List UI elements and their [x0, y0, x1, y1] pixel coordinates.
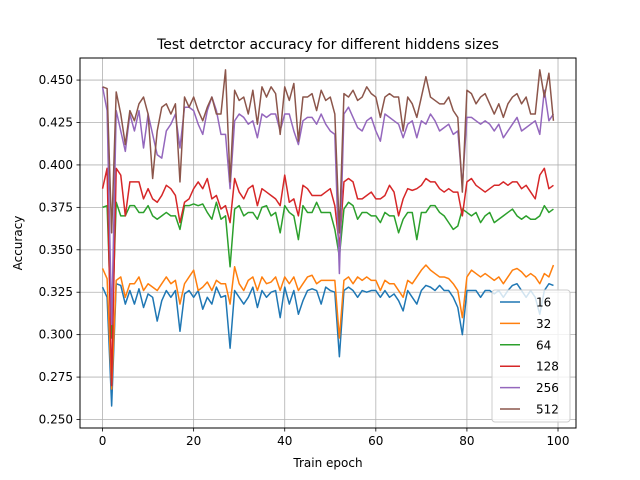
plot-area-frame: [79, 57, 577, 429]
x-tick-label: 60: [368, 434, 383, 448]
x-tick-label: 100: [547, 434, 570, 448]
x-axis-label: Train epoch: [292, 456, 362, 470]
legend-label-32: 32: [536, 317, 551, 331]
plot-lines: [101, 69, 555, 407]
legend-label-128: 128: [536, 360, 559, 374]
y-axis-label: Accuracy: [11, 216, 25, 271]
legend-label-64: 64: [536, 338, 551, 352]
y-tick-label: 0.325: [39, 285, 73, 299]
x-tick-label: 0: [99, 434, 107, 448]
x-tick-label: 80: [459, 434, 474, 448]
legend-label-512: 512: [536, 403, 559, 417]
y-tick-label: 0.450: [39, 73, 73, 87]
series-line-16: [101, 282, 554, 407]
y-axis-ticks: 0.250 0.275 0.300 0.325 0.350 0.375 0.400 0.425…: [39, 73, 80, 427]
x-tick-label: 20: [186, 434, 201, 448]
y-tick-label: 0.350: [39, 243, 73, 257]
series-line-128: [101, 167, 554, 387]
y-tick-label: 0.300: [39, 328, 73, 342]
x-tick-label: 40: [277, 434, 292, 448]
legend-label-256: 256: [536, 381, 559, 395]
y-tick-label: 0.425: [39, 115, 73, 129]
series-line-32: [101, 264, 555, 390]
y-tick-label: 0.250: [39, 413, 73, 427]
chart-title: Test detrctor accuracy for different hid…: [156, 37, 499, 53]
y-tick-label: 0.400: [39, 158, 73, 172]
x-axis-ticks: 0 20 40 60 80 100: [99, 428, 570, 448]
y-tick-label: 0.375: [39, 200, 73, 214]
legend-label-16: 16: [536, 296, 551, 310]
series-line-64: [102, 201, 554, 339]
y-tick-label: 0.275: [39, 370, 73, 384]
series-line-512: [102, 69, 555, 234]
legend: 16 32 64 128 256 512: [491, 289, 571, 423]
